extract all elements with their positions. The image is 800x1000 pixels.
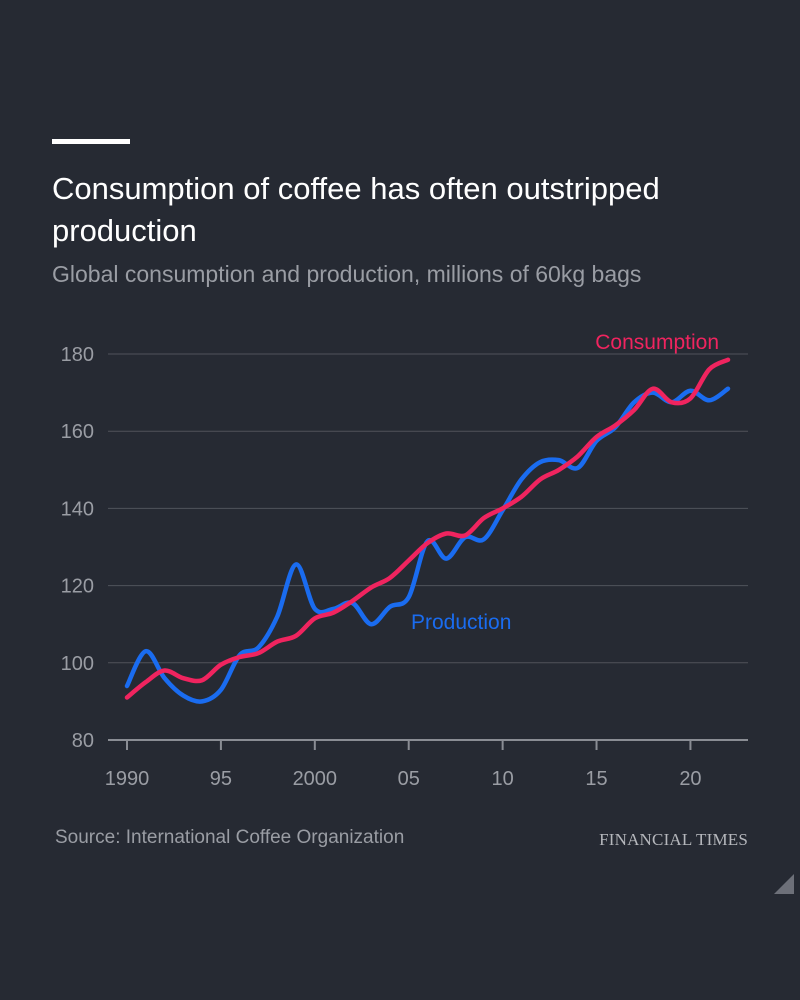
x-tick-label-2015: 15	[585, 768, 607, 790]
x-axis-ticks: 1990 95 2000 05 10 15 20	[105, 740, 702, 790]
x-tick-label-1995: 95	[210, 768, 232, 790]
series-label-consumption: Consumption	[595, 331, 719, 354]
publisher-logo: FINANCIAL TIMES	[599, 830, 748, 849]
chart-subtitle: Global consumption and production, milli…	[52, 261, 642, 287]
y-tick-label-100: 100	[61, 653, 94, 675]
series-line-consumption	[124, 357, 731, 700]
corner-resize-icon	[774, 874, 794, 894]
y-tick-label-80: 80	[72, 730, 94, 752]
grid-lines	[108, 353, 748, 741]
x-tick-label-1990: 1990	[105, 768, 150, 790]
x-tick-label-2020: 20	[679, 768, 701, 790]
series-lines	[124, 357, 731, 704]
y-tick-label-120: 120	[61, 576, 94, 598]
x-tick-label-2010: 10	[492, 768, 514, 790]
source-note: Source: International Coffee Organizatio…	[55, 827, 405, 848]
line-chart: 80 100 120 140 160 180 1990 95 2000 05 10 15 20 Con…	[61, 331, 748, 790]
header-rule	[52, 139, 130, 144]
chart-title: Consumption of coffee has often outstrip…	[52, 171, 660, 248]
x-tick-label-2005: 05	[398, 768, 420, 790]
y-tick-label-180: 180	[61, 344, 94, 366]
y-tick-label-140: 140	[61, 498, 94, 520]
y-tick-label-160: 160	[61, 421, 94, 443]
y-axis-ticks: 80 100 120 140 160 180	[61, 344, 94, 752]
series-label-production: Production	[411, 611, 511, 634]
x-tick-label-2000: 2000	[293, 768, 338, 790]
